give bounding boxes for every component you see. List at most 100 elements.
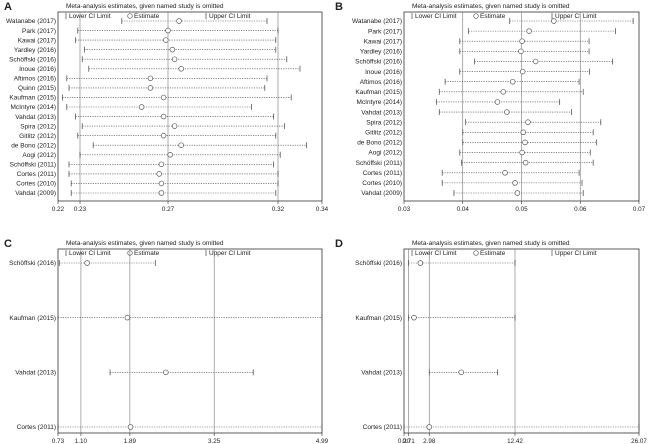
estimate-point [158, 180, 165, 187]
estimate-point [124, 314, 131, 321]
plot-title-a: Meta-analysis estimates, given named stu… [66, 3, 224, 10]
estimate-point [522, 159, 529, 166]
x-tick-label: 0.73 [52, 438, 65, 444]
legend-estimate-label-b: Estimate [480, 13, 506, 20]
estimate-point [411, 314, 417, 321]
study-label: Cortes (2011) [363, 424, 402, 431]
legend-lower-label-c: Lower CI Limit [69, 250, 111, 257]
study-label: Vahdat (2013) [15, 370, 56, 377]
legend-d: Lower CI Limit Estimate Upper CI Limit [411, 250, 597, 257]
estimate-point [169, 46, 176, 53]
estimate-point [165, 27, 171, 34]
plot-frame-d [403, 248, 640, 434]
study-label: Spira (2012) [366, 119, 402, 126]
study-row: McIntyre (2014) [356, 98, 561, 106]
x-tick-label: 1.10 [75, 438, 88, 444]
estimate-point [551, 18, 557, 24]
study-label: Park (2017) [22, 28, 56, 35]
estimate-point [167, 152, 173, 158]
panel-label-c: C [4, 238, 12, 250]
study-row: Cortes (2011) [363, 169, 580, 177]
estimate-point [176, 18, 182, 24]
x-tick-label: 0.34 [316, 206, 329, 213]
study-label: Vahdat (2013) [15, 114, 56, 121]
study-label: Kaufman (2015) [9, 315, 56, 322]
panel-a: A Meta-analysis estimates, given named st… [4, 1, 329, 213]
estimate-point [127, 424, 134, 430]
estimate-point [160, 113, 167, 120]
x-tick-label: 0.23 [74, 206, 87, 213]
legend-estimate-marker-d [473, 250, 479, 256]
estimate-point [417, 260, 424, 266]
study-row: Schöffski (2016) [355, 58, 613, 66]
study-row: Quinn (2015) [18, 84, 266, 92]
estimate-point [509, 78, 516, 85]
study-label: Cortes (2011) [17, 171, 56, 178]
legend-estimate-marker-b [473, 13, 479, 19]
legend-a: Lower CI Limit Estimate Upper CI Limit [65, 13, 251, 20]
estimate-point [163, 37, 169, 43]
study-row: Aogi (2012) [22, 151, 281, 159]
estimate-point [171, 56, 178, 62]
study-row: Kawai (2017) [18, 37, 277, 44]
study-row: Cortes (2011) [17, 170, 279, 178]
estimate-point [522, 139, 528, 146]
x-tick-label: 0.32 [272, 206, 285, 213]
estimate-point [160, 132, 167, 139]
estimate-point [519, 149, 525, 156]
legend-estimate-marker-a [127, 13, 133, 19]
study-label: Vahdat (2009) [15, 190, 56, 197]
x-tick-label: 1.89 [124, 438, 137, 444]
study-row: Inoue (2016) [365, 68, 591, 76]
study-label: Cortes (2010) [16, 181, 56, 188]
x-tick-label: 0.04 [457, 206, 470, 213]
legend-upper-label-a: Upper CI Limit [209, 13, 251, 20]
estimate-point [519, 68, 526, 75]
study-label: Kaufman (2015) [355, 315, 402, 322]
study-row: Kaufman (2015) [355, 88, 584, 96]
study-label: Aftimos (2016) [14, 76, 56, 83]
study-label: Cortes (2011) [17, 424, 56, 431]
study-row: Schöffski (2016) [9, 56, 288, 63]
estimate-point [504, 109, 510, 115]
study-label: Yardley (2016) [360, 49, 402, 56]
study-label: de Bono (2012) [11, 142, 56, 149]
study-row: Yardley (2016) [360, 48, 590, 56]
x-tick-label: 26.07 [631, 438, 647, 444]
estimate-point [84, 260, 90, 266]
study-label: Schöffski (2016) [9, 260, 56, 267]
study-row: Watanabe (2017) [6, 18, 268, 25]
study-label: Watanabe (2017) [6, 18, 56, 25]
study-label: Yardley (2016) [14, 47, 56, 54]
x-tick-label: 0.07 [633, 206, 646, 213]
x-tick-label: 0.06 [574, 206, 587, 213]
study-label: de Bono (2012) [357, 140, 402, 147]
study-label: McIntyre (2014) [356, 99, 402, 106]
study-row: Kaufman (2015) [9, 314, 323, 322]
study-label: Inoue (2016) [365, 69, 402, 76]
study-row: Gitlitz (2012) [19, 132, 277, 140]
study-label: Kaufman (2015) [355, 89, 402, 96]
study-row: Schöffski (2011) [10, 161, 274, 169]
study-label: Schöffski (2016) [355, 260, 402, 267]
panel-label-d: D [335, 238, 343, 250]
estimate-point [156, 171, 162, 177]
estimate-point [458, 369, 464, 376]
plot-title-c: Meta-analysis estimates, given named stu… [66, 240, 224, 247]
study-label: Kaufman (2015) [9, 95, 56, 102]
x-tick-label: 0.22 [52, 206, 65, 213]
study-label: McIntyre (2014) [10, 104, 56, 111]
estimate-point [494, 99, 501, 105]
plot-frame-a [57, 11, 323, 202]
study-row: Cortes (2010) [16, 180, 279, 188]
estimate-point [171, 123, 178, 129]
plot-frame-c [57, 248, 323, 434]
study-row: McIntyre (2014) [10, 104, 252, 111]
x-tick-label: 0.20 [398, 438, 411, 444]
study-row: Cortes (2011) [363, 424, 640, 431]
study-label: Schöffski (2011) [356, 160, 402, 167]
estimate-point [520, 129, 527, 136]
study-label: Gitlitz (2012) [365, 129, 402, 136]
legend-lower-label-b: Lower CI Limit [415, 13, 457, 20]
legend-estimate-label-c: Estimate [134, 250, 160, 257]
